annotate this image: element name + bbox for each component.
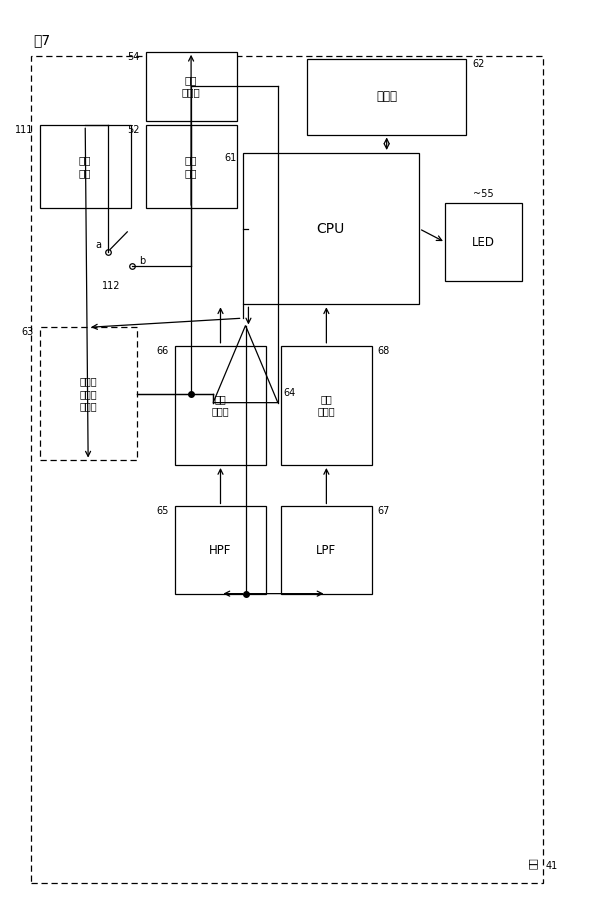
Text: 63: 63	[21, 327, 34, 337]
FancyBboxPatch shape	[281, 507, 372, 594]
Text: 65: 65	[157, 507, 169, 517]
Text: 66: 66	[157, 345, 169, 356]
Text: 52: 52	[127, 125, 139, 135]
Text: b: b	[139, 256, 145, 266]
Text: 帯域
制限部: 帯域 制限部	[181, 76, 200, 98]
Text: CPU: CPU	[317, 222, 345, 236]
Text: 圧電
素子: 圧電 素子	[79, 156, 92, 178]
FancyBboxPatch shape	[145, 125, 236, 208]
Text: 62: 62	[472, 59, 485, 69]
Text: 本体: 本体	[528, 857, 538, 869]
FancyBboxPatch shape	[40, 327, 137, 460]
FancyBboxPatch shape	[175, 345, 266, 465]
Text: LPF: LPF	[316, 543, 336, 556]
Text: 41: 41	[545, 861, 558, 871]
FancyBboxPatch shape	[145, 52, 236, 121]
FancyBboxPatch shape	[307, 59, 466, 134]
Text: 心拍
検出部: 心拍 検出部	[317, 394, 335, 416]
Text: a: a	[95, 239, 102, 250]
Text: 増幅
回路: 増幅 回路	[185, 156, 197, 178]
FancyBboxPatch shape	[40, 125, 131, 208]
Text: 体動
解析部: 体動 解析部	[212, 394, 229, 416]
Text: 111: 111	[15, 125, 34, 135]
FancyBboxPatch shape	[31, 56, 543, 883]
FancyBboxPatch shape	[175, 507, 266, 594]
Text: 61: 61	[225, 153, 236, 163]
Text: 54: 54	[127, 52, 139, 62]
Text: 加速度
センサ
処理部: 加速度 センサ 処理部	[79, 377, 97, 412]
FancyBboxPatch shape	[446, 204, 522, 282]
Text: 112: 112	[102, 282, 121, 291]
Text: HPF: HPF	[209, 543, 232, 556]
Text: 64: 64	[284, 388, 296, 398]
Text: ~55: ~55	[473, 189, 494, 199]
FancyBboxPatch shape	[281, 345, 372, 465]
FancyBboxPatch shape	[242, 153, 419, 305]
Text: 67: 67	[378, 507, 390, 517]
Text: 図7: 図7	[34, 33, 51, 48]
Text: LED: LED	[472, 236, 495, 249]
Text: 68: 68	[378, 345, 390, 356]
Text: メモリ: メモリ	[376, 90, 397, 103]
